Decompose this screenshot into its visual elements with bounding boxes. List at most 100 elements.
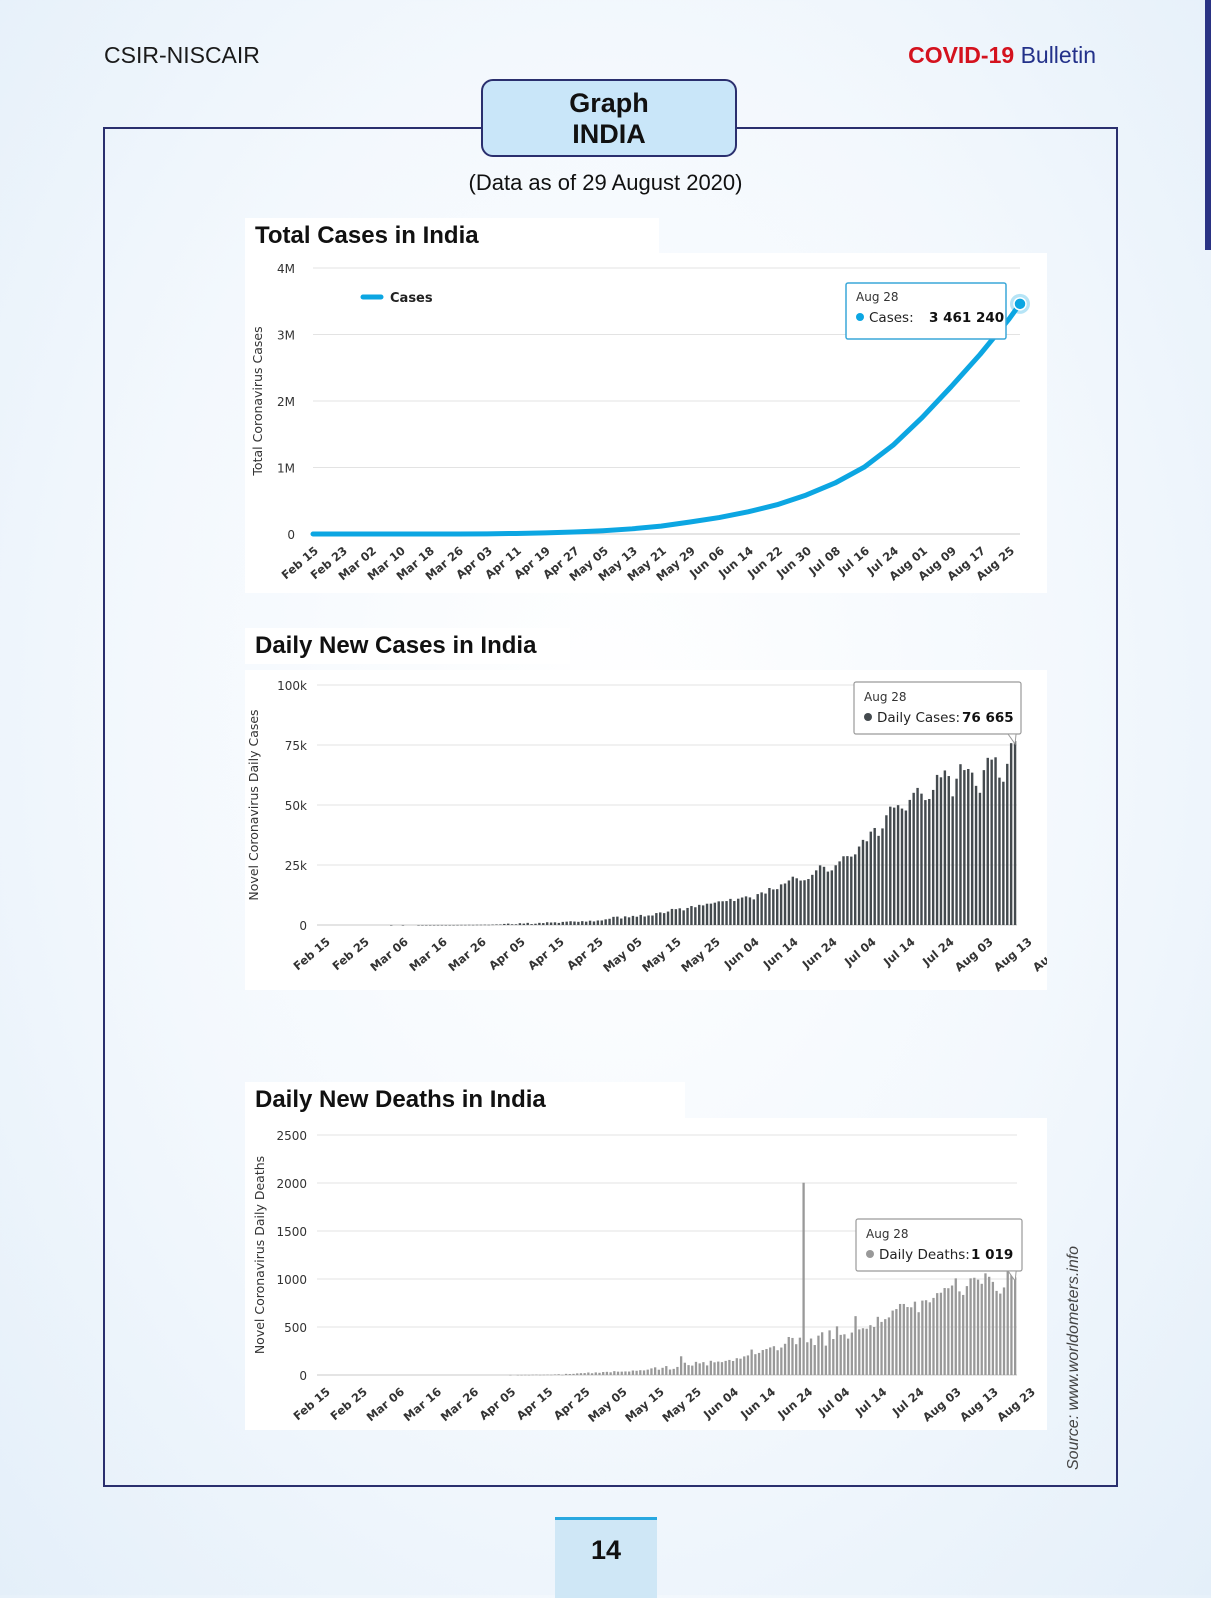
bar (984, 1273, 987, 1375)
bar (542, 923, 545, 925)
bar (694, 1361, 698, 1375)
tooltip-value: 3 461 240 (929, 310, 1004, 326)
bar (917, 1312, 920, 1375)
bar (588, 920, 592, 925)
bar (980, 1283, 983, 1375)
bar (858, 1329, 861, 1375)
bar (924, 1300, 928, 1375)
bar (561, 921, 564, 925)
total-cases-chart: 0 1M 2M 3M 4M Feb 15 Feb 23 Mar 02 Mar 10 Mar 18 M… (245, 253, 1047, 593)
x-tick-label: Aug 13 (957, 1385, 1001, 1425)
bar (873, 827, 876, 925)
bar (936, 1293, 939, 1375)
bar (471, 924, 475, 926)
bar (939, 777, 943, 925)
bar (720, 1362, 724, 1375)
bar (754, 1354, 757, 1375)
bar (928, 1302, 931, 1375)
bar (880, 1321, 883, 1375)
bar (861, 839, 865, 925)
bar (690, 906, 693, 925)
bar (900, 808, 904, 925)
bar (857, 846, 861, 925)
bar (654, 1367, 657, 1375)
bar (549, 922, 553, 925)
y-tick-label: 3M (277, 329, 295, 343)
bar (822, 866, 826, 925)
bar (666, 911, 670, 925)
bar (895, 1309, 898, 1375)
bar (769, 1347, 772, 1375)
tooltip-pointer (1007, 733, 1017, 746)
bar (850, 1332, 854, 1375)
bar (620, 1371, 623, 1375)
bar (709, 903, 713, 925)
x-tick-label: Apr 05 (486, 935, 528, 973)
bar (931, 789, 935, 925)
bar (912, 792, 915, 925)
bar (924, 800, 927, 925)
bar (865, 1328, 868, 1375)
x-tick-label: Jun 04 (721, 935, 762, 973)
bar (506, 923, 510, 925)
x-tick-label: Jun 14 (760, 935, 801, 973)
bar (602, 1372, 605, 1375)
bar (1009, 743, 1013, 925)
bar (834, 865, 837, 925)
bar (553, 1374, 557, 1375)
bulletin-word: Bulletin (1020, 42, 1096, 68)
bar (731, 1360, 735, 1375)
bar (750, 1349, 753, 1375)
bar (787, 1336, 790, 1375)
x-tick-label: Jul 08 (805, 544, 843, 579)
bar (920, 793, 923, 925)
edge-bar (1205, 0, 1211, 250)
bar (728, 1359, 731, 1375)
bar (861, 1328, 865, 1375)
bar (943, 770, 947, 925)
x-tick-label: Apr 25 (564, 935, 606, 973)
bar (772, 889, 775, 925)
bar (826, 871, 830, 925)
bar (526, 922, 529, 925)
bar (733, 901, 736, 925)
bar (757, 1352, 761, 1375)
bar (950, 1285, 954, 1375)
bar (824, 1345, 828, 1375)
bar (631, 1370, 635, 1375)
bar (475, 924, 479, 926)
bar (542, 1374, 545, 1376)
y-tick-label: 4M (277, 262, 295, 276)
x-tick-label: Mar 26 (438, 1385, 481, 1425)
bar (746, 1355, 750, 1375)
bar (976, 1279, 980, 1375)
bar (535, 1374, 538, 1376)
bar (869, 1325, 872, 1375)
bar (672, 1368, 675, 1375)
bar (928, 798, 931, 925)
bar (1013, 741, 1017, 925)
bar (803, 880, 806, 925)
y-axis-label: Total Coronavirus Cases (250, 326, 265, 476)
tooltip-box (845, 282, 1007, 340)
bar (752, 899, 756, 925)
x-tick-label: Jul 16 (834, 544, 872, 579)
bar (587, 1372, 590, 1375)
bar (557, 922, 561, 925)
bar (460, 924, 463, 926)
bar (676, 1366, 679, 1375)
bar (646, 1369, 649, 1375)
x-tick-label: May 15 (639, 935, 684, 976)
bar (608, 918, 611, 925)
bar (584, 921, 588, 925)
bar (674, 909, 678, 925)
tooltip-value: 76 665 (962, 710, 1014, 726)
bar (838, 861, 841, 925)
tooltip-dot (864, 713, 872, 721)
bar (865, 841, 869, 925)
bar (452, 924, 455, 926)
bar (590, 1373, 594, 1375)
x-tick-label: Apr 15 (525, 935, 567, 973)
